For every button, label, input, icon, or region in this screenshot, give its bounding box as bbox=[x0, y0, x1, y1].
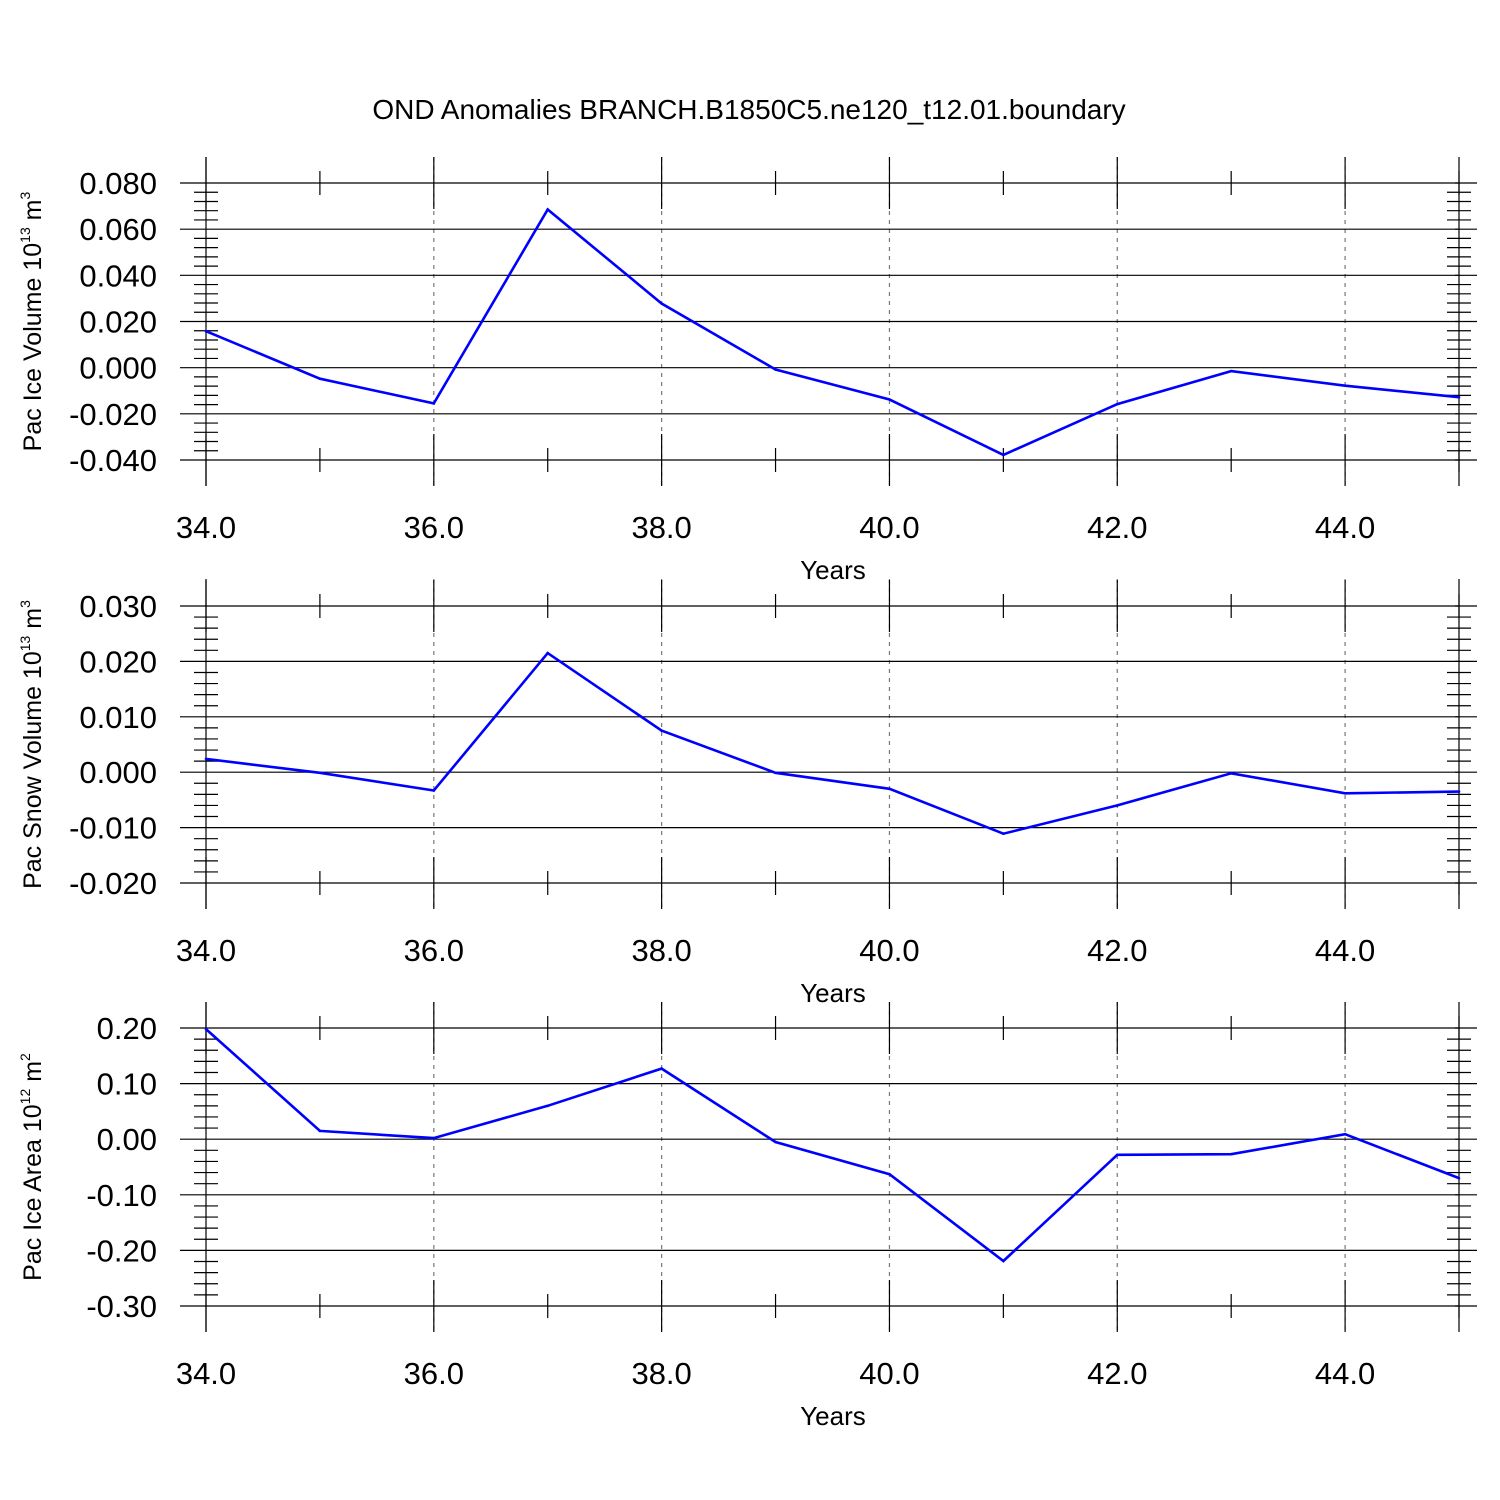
data-point bbox=[318, 377, 322, 381]
y-tick-label: 0.030 bbox=[79, 589, 157, 624]
data-point bbox=[888, 787, 891, 791]
data-point bbox=[204, 329, 208, 333]
data-point bbox=[432, 402, 436, 405]
data-point bbox=[774, 771, 777, 775]
x-tick-label: 44.0 bbox=[1315, 1356, 1375, 1391]
x-axis-label: Years bbox=[800, 555, 866, 585]
data-point bbox=[204, 1027, 208, 1031]
data-point bbox=[1343, 1132, 1347, 1136]
data-point bbox=[1115, 1153, 1119, 1157]
x-tick-label: 38.0 bbox=[631, 1356, 691, 1391]
x-tick-label: 44.0 bbox=[1315, 510, 1375, 545]
x-tick-label: 40.0 bbox=[859, 1356, 919, 1391]
data-point bbox=[1002, 832, 1005, 835]
data-point bbox=[660, 302, 663, 305]
y-tick-label: 0.000 bbox=[79, 351, 157, 386]
chart-panel-1: 0.080 0.060 0.040 0.020 0.000 -0.020 -0.040 34.… bbox=[17, 157, 1477, 585]
y-tick-label: 0.20 bbox=[97, 1011, 157, 1046]
data-point bbox=[546, 651, 550, 655]
data-point bbox=[1229, 772, 1233, 775]
x-tick-label: 36.0 bbox=[404, 933, 464, 968]
chart-panel-2: 0.030 0.020 0.010 0.000 -0.010 -0.020 34.0 36.0… bbox=[17, 579, 1477, 1008]
data-point bbox=[318, 1129, 322, 1133]
data-point bbox=[1002, 1259, 1005, 1263]
y-tick-label: -0.040 bbox=[69, 443, 157, 478]
data-point bbox=[1229, 369, 1233, 373]
y-tick-label: 0.060 bbox=[79, 212, 157, 247]
data-point bbox=[204, 757, 208, 761]
y-tick-label: 0.000 bbox=[79, 755, 157, 790]
data-point bbox=[1457, 395, 1461, 399]
y-axis-label: Pac Snow Volume 1013 m3 bbox=[17, 600, 47, 889]
x-tick-label: 42.0 bbox=[1087, 1356, 1147, 1391]
series-line bbox=[205, 207, 1460, 457]
x-axis-label: Years bbox=[800, 978, 866, 1008]
data-point bbox=[888, 1172, 891, 1176]
x-tick-label: 38.0 bbox=[631, 510, 691, 545]
data-point bbox=[1115, 402, 1119, 406]
x-tick-label: 40.0 bbox=[859, 510, 919, 545]
data-point bbox=[1002, 453, 1005, 457]
y-tick-label: 0.020 bbox=[79, 305, 157, 340]
data-point bbox=[774, 1140, 777, 1144]
x-tick-label: 38.0 bbox=[631, 933, 691, 968]
series-line bbox=[205, 651, 1460, 836]
data-point bbox=[888, 398, 891, 401]
data-point bbox=[660, 729, 663, 732]
y-tick-label: 0.040 bbox=[79, 258, 157, 293]
x-tick-label: 36.0 bbox=[404, 1356, 464, 1391]
x-tick-label: 34.0 bbox=[176, 933, 236, 968]
chart-panel-3: 0.20 0.10 0.00 -0.10 -0.20 -0.30 34.0 36.0 38.0 4… bbox=[17, 1002, 1477, 1431]
x-tick-label: 42.0 bbox=[1087, 510, 1147, 545]
x-tick-label: 42.0 bbox=[1087, 933, 1147, 968]
y-tick-label: -0.20 bbox=[86, 1233, 157, 1268]
y-tick-label: -0.30 bbox=[86, 1289, 157, 1324]
data-point bbox=[1343, 791, 1347, 795]
panels: 0.080 0.060 0.040 0.020 0.000 -0.020 -0.040 34.… bbox=[17, 157, 1477, 1431]
y-tick-label: 0.020 bbox=[79, 644, 157, 679]
x-tick-label: 36.0 bbox=[404, 510, 464, 545]
y-tick-label: -0.010 bbox=[69, 811, 157, 846]
data-point bbox=[1457, 790, 1461, 793]
x-tick-label: 44.0 bbox=[1315, 933, 1375, 968]
data-point bbox=[546, 1104, 550, 1108]
data-point bbox=[546, 208, 550, 211]
data-point bbox=[1115, 804, 1119, 807]
series-line bbox=[205, 1028, 1460, 1263]
y-tick-label: 0.00 bbox=[97, 1122, 157, 1157]
x-axis-label: Years bbox=[800, 1401, 866, 1431]
y-tick-label: 0.10 bbox=[97, 1067, 157, 1102]
y-axis-label: Pac Ice Volume 1013 m3 bbox=[17, 191, 47, 451]
data-point bbox=[1343, 384, 1347, 387]
data-point bbox=[432, 1136, 436, 1140]
data-point bbox=[774, 368, 777, 371]
x-tick-label: 34.0 bbox=[176, 510, 236, 545]
data-point bbox=[1229, 1152, 1233, 1156]
chart-title: OND Anomalies BRANCH.B1850C5.ne120_t12.0… bbox=[372, 94, 1125, 125]
y-axis-label: Pac Ice Area 1012 m2 bbox=[17, 1053, 47, 1281]
y-tick-label: 0.010 bbox=[79, 700, 157, 735]
data-point bbox=[318, 771, 322, 775]
y-tick-label: 0.080 bbox=[79, 166, 157, 201]
x-tick-label: 40.0 bbox=[859, 933, 919, 968]
x-tick-label: 34.0 bbox=[176, 1356, 236, 1391]
y-tick-label: -0.020 bbox=[69, 866, 157, 901]
y-tick-label: -0.020 bbox=[69, 397, 157, 432]
data-point bbox=[1457, 1176, 1461, 1180]
data-point bbox=[660, 1067, 663, 1070]
y-tick-label: -0.10 bbox=[86, 1178, 157, 1213]
data-point bbox=[432, 789, 436, 792]
